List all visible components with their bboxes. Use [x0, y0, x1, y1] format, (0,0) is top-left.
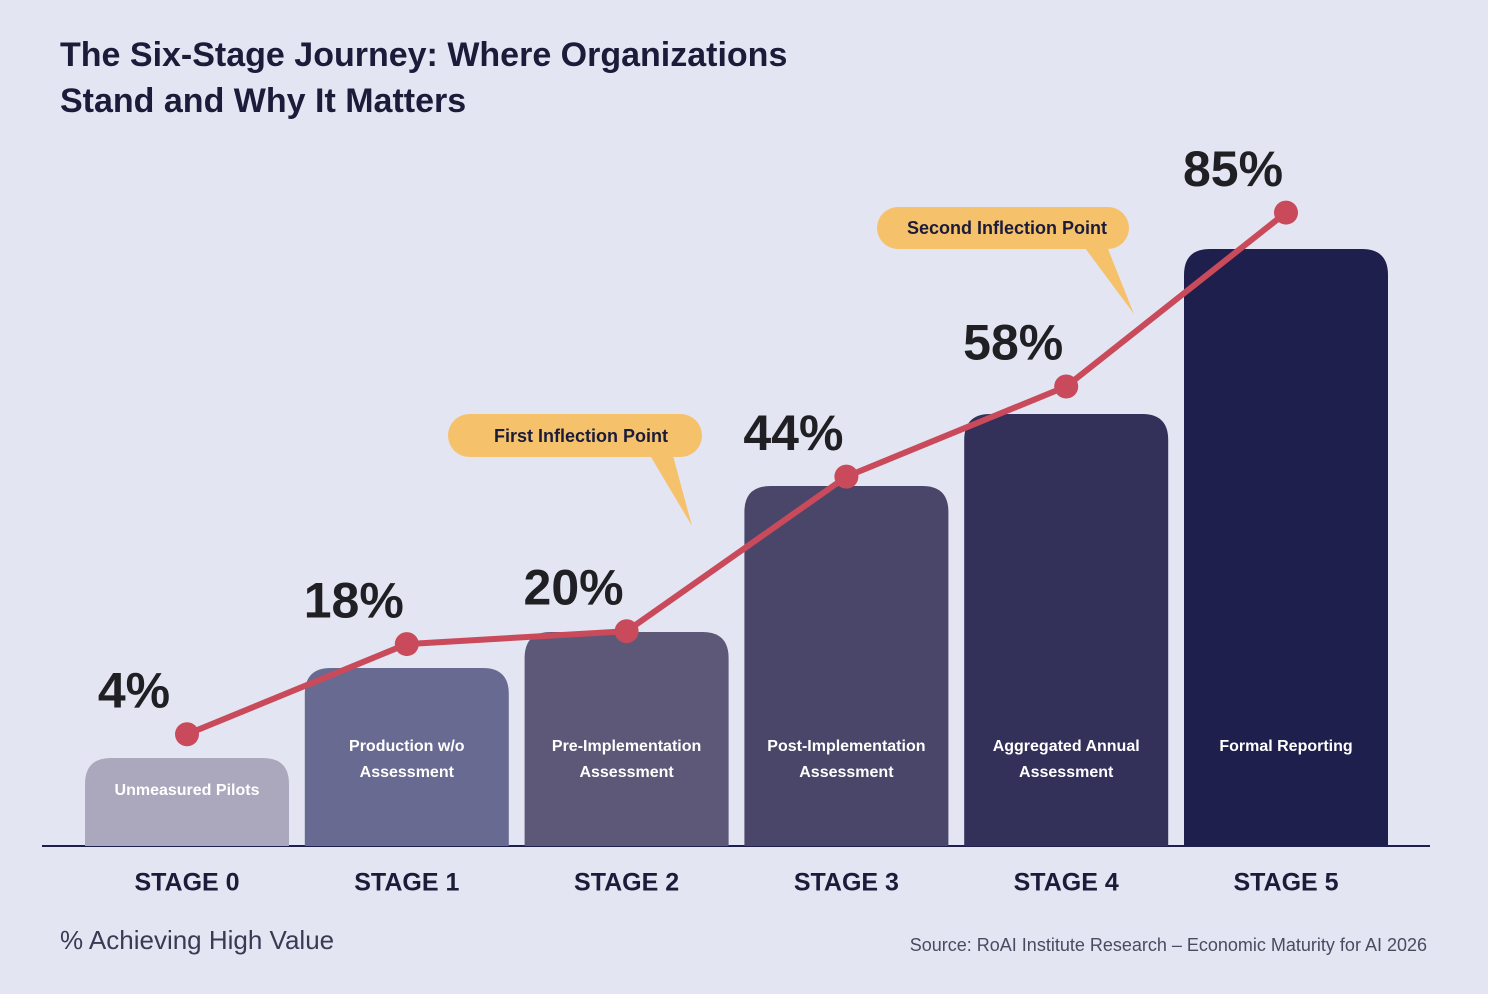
x-tick-label: STAGE 0	[134, 869, 239, 897]
stage-label: Unmeasured Pilots	[114, 782, 260, 799]
x-tick-label: STAGE 2	[574, 869, 679, 897]
annotation: Second Inflection Point	[907, 218, 1107, 238]
stage-label: Formal Reporting	[1219, 738, 1353, 755]
chart-title: The Six-Stage Journey: Where Organizatio…	[60, 36, 788, 120]
stage-label-box: Unmeasured Pilots	[114, 782, 260, 799]
point	[834, 464, 859, 489]
callout: Second Inflection Point	[877, 207, 1134, 314]
stage-block	[304, 668, 509, 846]
callout: First Inflection Point	[448, 414, 702, 526]
stage-label-box: Pre-Implementation Assessment	[551, 738, 702, 781]
stage-label-box: Post-Implementation Assessment	[767, 738, 926, 781]
point	[394, 632, 419, 657]
point	[175, 722, 199, 747]
legend-label: % Achieving High Value	[60, 925, 334, 955]
annotation: First Inflection Point	[494, 426, 668, 446]
stage-label-box: Formal Reporting	[1219, 738, 1353, 755]
stage-label-box: Aggregated Annual Assessment	[992, 738, 1140, 781]
value-label: 20%	[524, 559, 624, 615]
source: Source: RoAI Institute Research – Econom…	[910, 935, 1427, 955]
x-tick-label: STAGE 1	[354, 869, 459, 897]
stage-block	[1184, 249, 1388, 846]
stage-block	[964, 414, 1169, 846]
x-tick-label: STAGE 5	[1233, 869, 1338, 897]
value-label: 18%	[304, 572, 404, 628]
value-label: 58%	[963, 315, 1063, 371]
stage-label: Production w/o Assessment	[349, 738, 465, 781]
stage-block	[85, 758, 289, 846]
stage-label-box: Production w/o Assessment	[349, 738, 465, 781]
stage-block	[524, 632, 729, 846]
line	[185, 210, 1288, 738]
point	[1274, 200, 1298, 225]
stage-label: Aggregated Annual Assessment	[992, 738, 1140, 781]
value-label: 4%	[98, 662, 170, 718]
stage-block	[744, 486, 949, 846]
x-tick-label: STAGE 3	[794, 869, 899, 897]
x-tick-label: STAGE 4	[1014, 869, 1119, 897]
point	[1054, 374, 1079, 399]
stage-label: Post-Implementation Assessment	[767, 738, 926, 781]
value-label: 85%	[1183, 141, 1283, 197]
stage-label: Pre-Implementation Assessment	[551, 738, 702, 781]
value-label: 44%	[743, 405, 843, 461]
point	[614, 619, 639, 644]
